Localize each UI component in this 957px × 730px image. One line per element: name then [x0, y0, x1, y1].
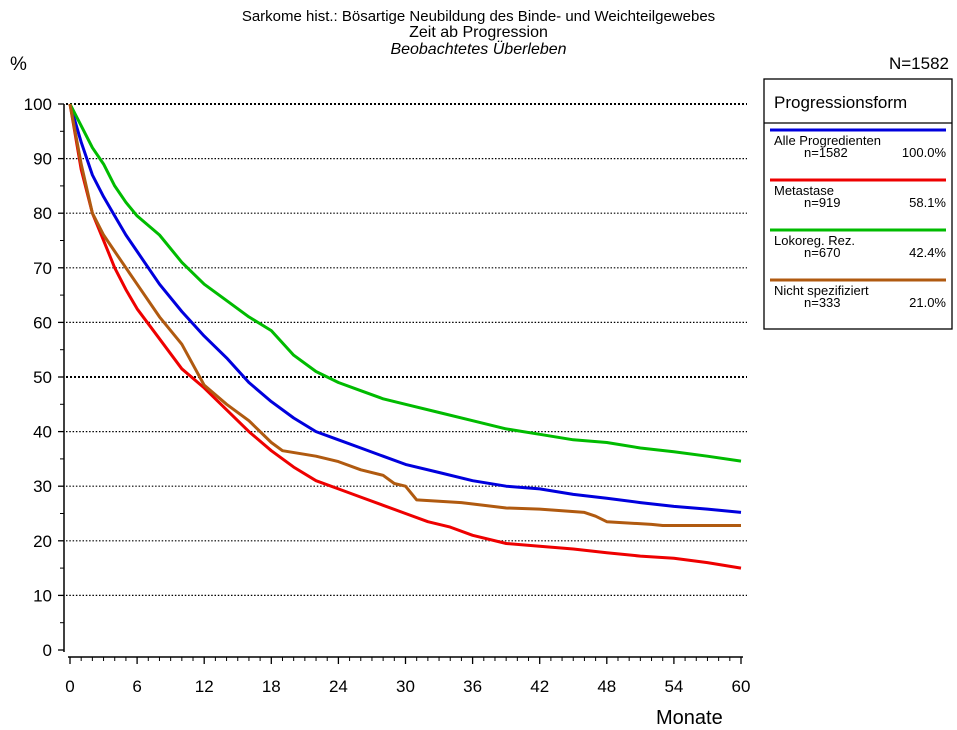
- legend-entry-pct-3: 21.0%: [909, 295, 946, 310]
- x-tick-label-48: 48: [597, 677, 616, 696]
- y-tick-label-50: 50: [33, 368, 52, 387]
- series-layer: [68, 103, 742, 570]
- legend-entry-name-1: Metastase: [774, 183, 834, 198]
- series-line-0: [68, 103, 742, 514]
- x-tick-label-36: 36: [463, 677, 482, 696]
- x-tick-label-54: 54: [664, 677, 683, 696]
- total-n-label: N=1582: [888, 54, 949, 73]
- y-tick-label-70: 70: [33, 259, 52, 278]
- y-tick-label-100: 100: [24, 95, 52, 114]
- legend-entry-n-1: n=919: [804, 195, 841, 210]
- legend-title: Progressionsform: [774, 93, 907, 112]
- legend-box: [763, 78, 953, 330]
- legend-layer: Progressionsform Alle Progredientenn=1582…: [763, 78, 953, 330]
- legend-entry-pct-1: 58.1%: [909, 195, 946, 210]
- x-tick-label-60: 60: [732, 677, 751, 696]
- x-axis-label: Monate: [656, 707, 723, 729]
- y-tick-label-80: 80: [33, 204, 52, 223]
- y-tick-label-90: 90: [33, 150, 52, 169]
- y-tick-label-20: 20: [33, 532, 52, 551]
- legend-entry-name-2: Lokoreg. Rez.: [774, 233, 855, 248]
- legend-entry-pct-0: 100.0%: [902, 145, 947, 160]
- series-line-1: [68, 103, 742, 570]
- chart-title: Sarkome hist.: Bösartige Neubildung des …: [241, 8, 716, 25]
- x-tick-label-24: 24: [329, 677, 348, 696]
- legend-entry-n-0: n=1582: [804, 145, 848, 160]
- legend-entry-name-3: Nicht spezifiziert: [774, 283, 869, 298]
- grid-layer: [66, 103, 747, 597]
- x-tick-label-42: 42: [530, 677, 549, 696]
- y-tick-label-60: 60: [33, 313, 52, 332]
- series-line-2: [68, 103, 742, 463]
- legend-entry-n-2: n=670: [804, 245, 841, 260]
- y-tick-label-40: 40: [33, 423, 52, 442]
- chart-subtitle-italic: Beobachtetes Überleben: [390, 41, 567, 58]
- chart-subtitle: Zeit ab Progression: [409, 24, 548, 41]
- x-tick-label-12: 12: [195, 677, 214, 696]
- y-tick-label-30: 30: [33, 477, 52, 496]
- legend-entry-n-3: n=333: [804, 295, 841, 310]
- x-tick-label-6: 6: [132, 677, 141, 696]
- x-tick-label-18: 18: [262, 677, 281, 696]
- legend-entry-name-0: Alle Progredienten: [774, 133, 881, 148]
- x-tick-label-30: 30: [396, 677, 415, 696]
- x-tick-label-0: 0: [65, 677, 74, 696]
- y-axis-label: %: [10, 54, 27, 75]
- y-tick-label-10: 10: [33, 586, 52, 605]
- axis-layer: 0 10 20 30 40 50 60 70 80 90 100 0 6 12 18 24 30 36 42 48 54…: [24, 95, 751, 696]
- series-line-3: [68, 103, 741, 527]
- y-tick-label-0: 0: [43, 641, 52, 660]
- legend-entry-pct-2: 42.4%: [909, 245, 946, 260]
